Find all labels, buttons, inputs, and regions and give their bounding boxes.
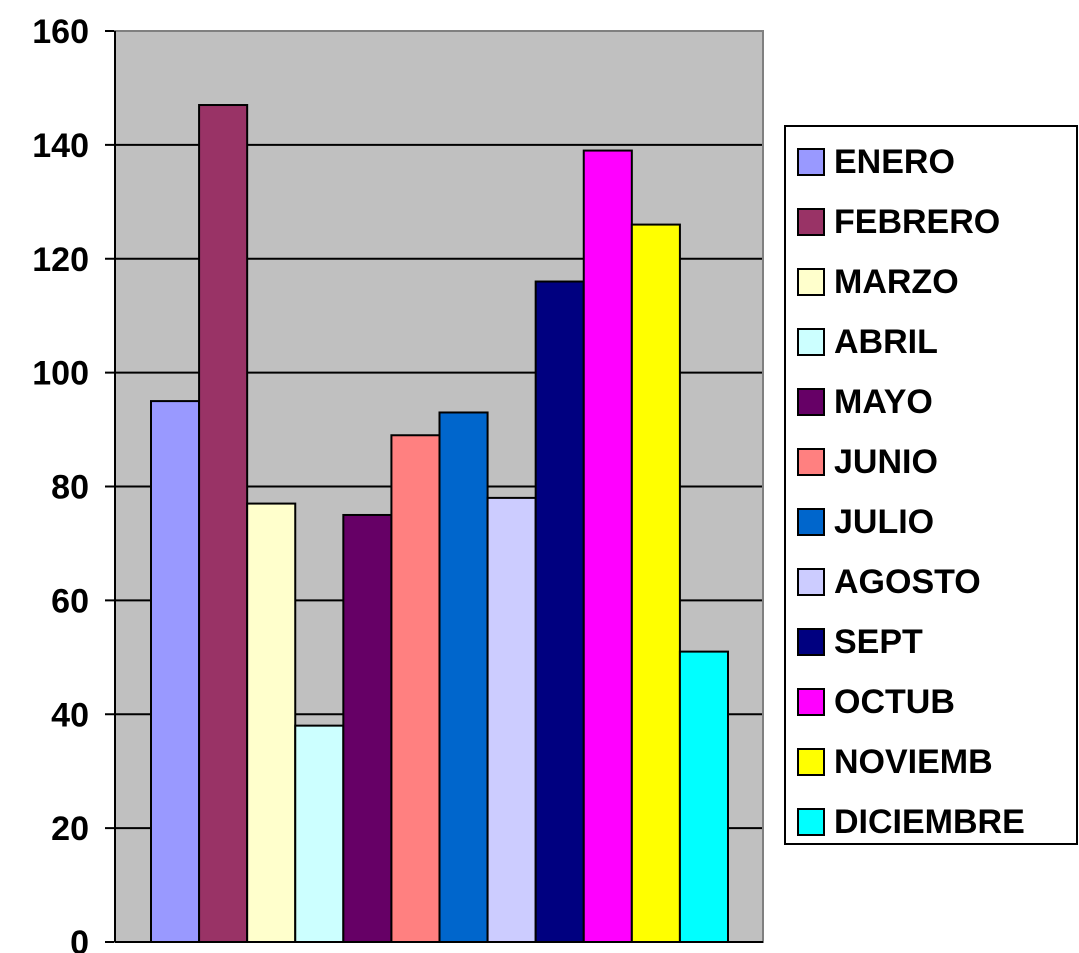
legend-swatch-febrero [797,208,825,236]
legend: ENERO FEBRERO MARZO ABRIL MAYO JUNIO JULIO AGOS… [784,125,1078,845]
legend-label: JUNIO [834,443,938,481]
legend-swatch-enero [797,148,825,176]
legend-label: JULIO [834,503,934,541]
bar-noviemb [630,223,681,943]
y-axis: 0 20 40 60 80 100 120 140 160 [32,13,764,953]
legend-swatch-noviemb [797,748,825,776]
legend-label: FEBRERO [834,203,1000,241]
legend-swatch-marzo [797,268,825,296]
bars [150,104,730,944]
legend-label: OCTUB [834,683,955,721]
bar-octub [582,149,633,944]
bar-abril [294,724,345,944]
legend-label: NOVIEMB [834,743,993,781]
y-tick-label: 100 [32,355,89,393]
y-tick-label: 0 [70,924,89,953]
y-tick-label: 160 [32,13,89,51]
legend-label: ABRIL [834,323,938,361]
legend-label: MARZO [834,263,959,301]
legend-swatch-sept [797,628,825,656]
y-tick-label: 60 [51,582,89,620]
legend-label: AGOSTO [834,563,981,601]
legend-label: DICIEMBRE [834,803,1025,841]
bar-agosto [486,496,537,943]
legend-swatch-diciembre [797,808,825,836]
bar-febrero [198,104,249,944]
legend-label: SEPT [834,623,923,661]
y-tick-label: 20 [51,810,89,848]
legend-label: MAYO [834,383,933,421]
bar-junio [390,434,441,943]
legend-swatch-junio [797,448,825,476]
y-tick-label: 40 [51,696,89,734]
legend-swatch-octub [797,688,825,716]
y-tick-label: 80 [51,469,89,507]
y-tick-label: 120 [32,241,89,279]
bar-julio [438,411,489,943]
bar-mayo [342,513,393,943]
legend-swatch-julio [797,508,825,536]
legend-label: ENERO [834,143,955,181]
bar-marzo [246,502,297,943]
bar-enero [150,400,201,943]
bar-diciembre [678,650,730,944]
legend-box [784,125,1078,845]
legend-swatch-agosto [797,568,825,596]
bar-sept [534,280,585,943]
y-tick-label: 140 [32,127,89,165]
legend-swatch-abril [797,328,825,356]
legend-swatch-mayo [797,388,825,416]
